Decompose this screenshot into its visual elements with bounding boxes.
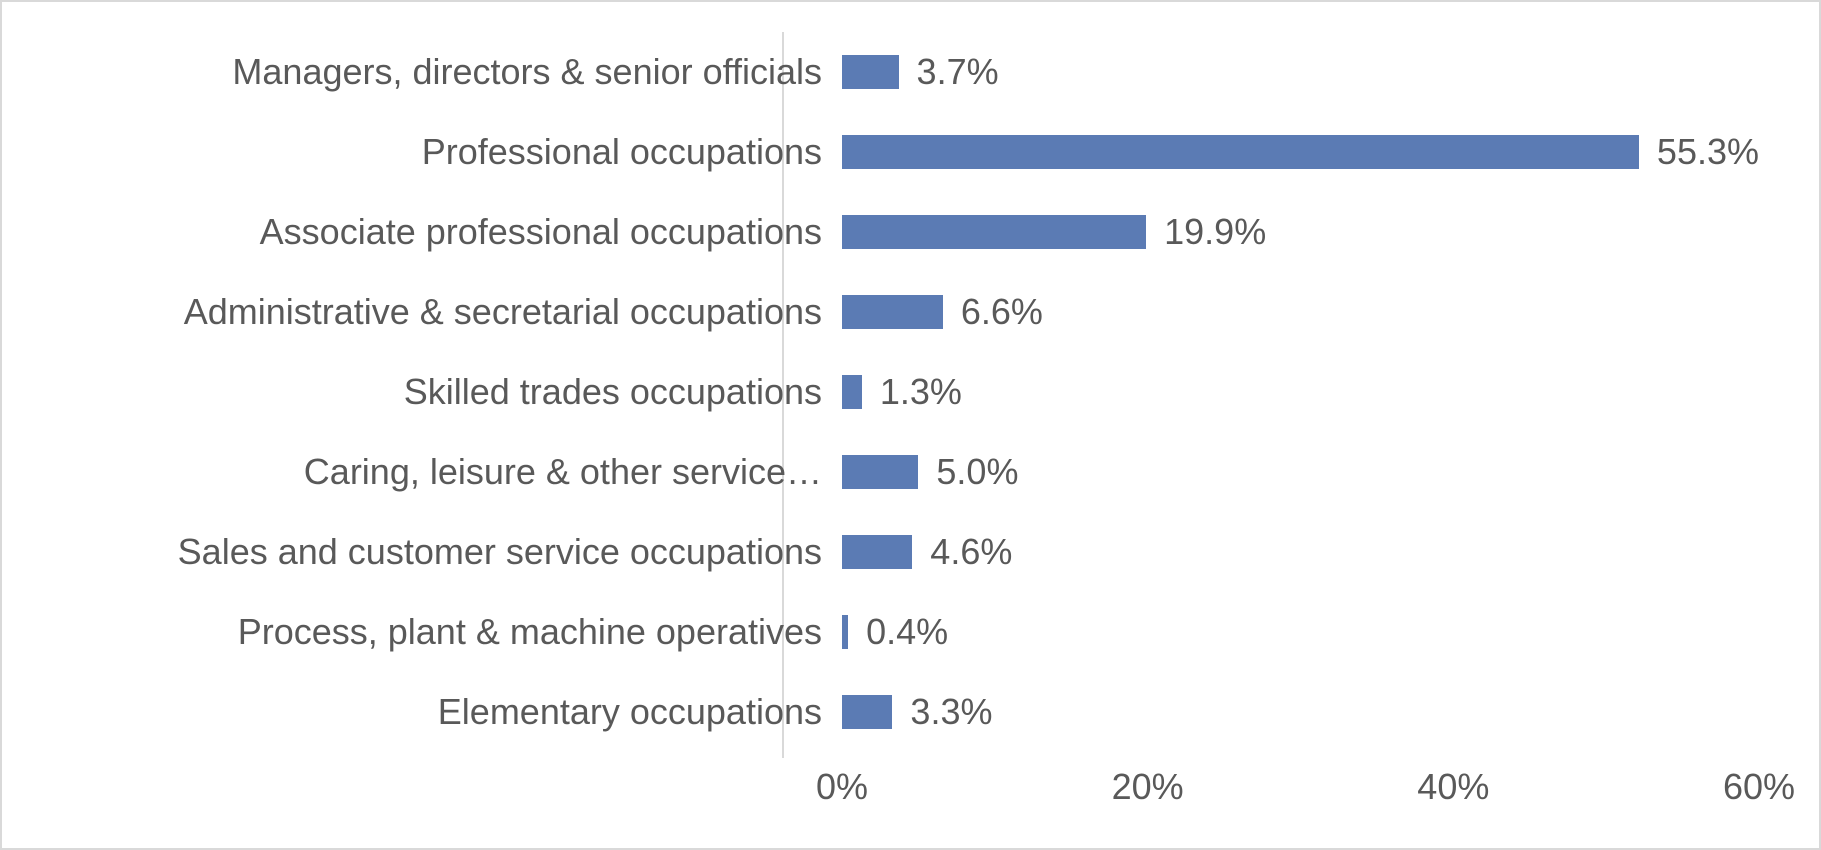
bar-track: 3.7% bbox=[842, 32, 1759, 112]
value-label: 3.7% bbox=[917, 51, 999, 93]
bar bbox=[842, 215, 1146, 249]
category-label: Caring, leisure & other service… bbox=[62, 451, 842, 493]
plot-area: Managers, directors & senior officials 3.… bbox=[62, 32, 1759, 752]
axis-spacer bbox=[62, 752, 842, 822]
bar bbox=[842, 135, 1639, 169]
bar-track: 6.6% bbox=[842, 272, 1759, 352]
bar-track: 19.9% bbox=[842, 192, 1759, 272]
bar-row: Administrative & secretarial occupations… bbox=[62, 272, 1759, 352]
bar-row: Associate professional occupations 19.9% bbox=[62, 192, 1759, 272]
bar-row: Elementary occupations 3.3% bbox=[62, 672, 1759, 752]
chart-frame: Managers, directors & senior officials 3.… bbox=[0, 0, 1821, 850]
category-label: Sales and customer service occupations bbox=[62, 531, 842, 573]
bar bbox=[842, 295, 943, 329]
bar-row: Sales and customer service occupations 4.… bbox=[62, 512, 1759, 592]
bar-track: 55.3% bbox=[842, 112, 1759, 192]
category-label: Administrative & secretarial occupations bbox=[62, 291, 842, 333]
value-label: 4.6% bbox=[930, 531, 1012, 573]
bar-row: Process, plant & machine operatives 0.4% bbox=[62, 592, 1759, 672]
value-label: 0.4% bbox=[866, 611, 948, 653]
bar-track: 1.3% bbox=[842, 352, 1759, 432]
bar-track: 3.3% bbox=[842, 672, 1759, 752]
bar bbox=[842, 455, 918, 489]
category-label: Elementary occupations bbox=[62, 691, 842, 733]
value-label: 1.3% bbox=[880, 371, 962, 413]
category-label: Professional occupations bbox=[62, 131, 842, 173]
bar-track: 0.4% bbox=[842, 592, 1759, 672]
bar-track: 4.6% bbox=[842, 512, 1759, 592]
category-label: Process, plant & machine operatives bbox=[62, 611, 842, 653]
bar bbox=[842, 375, 862, 409]
bar-row: Managers, directors & senior officials 3.… bbox=[62, 32, 1759, 112]
x-axis: 0%20%40%60% bbox=[62, 752, 1759, 822]
bar-row: Skilled trades occupations 1.3% bbox=[62, 352, 1759, 432]
value-label: 5.0% bbox=[936, 451, 1018, 493]
x-tick-label: 20% bbox=[1112, 766, 1184, 808]
value-label: 19.9% bbox=[1164, 211, 1266, 253]
category-label: Skilled trades occupations bbox=[62, 371, 842, 413]
x-tick-label: 0% bbox=[816, 766, 868, 808]
bar bbox=[842, 615, 848, 649]
category-label: Managers, directors & senior officials bbox=[62, 51, 842, 93]
bar bbox=[842, 695, 892, 729]
bar-row: Caring, leisure & other service… 5.0% bbox=[62, 432, 1759, 512]
category-label: Associate professional occupations bbox=[62, 211, 842, 253]
x-axis-area: 0%20%40%60% bbox=[842, 752, 1759, 822]
value-label: 55.3% bbox=[1657, 131, 1759, 173]
bar-track: 5.0% bbox=[842, 432, 1759, 512]
x-tick-label: 40% bbox=[1417, 766, 1489, 808]
value-label: 3.3% bbox=[910, 691, 992, 733]
bar bbox=[842, 535, 912, 569]
bar bbox=[842, 55, 899, 89]
x-tick-label: 60% bbox=[1723, 766, 1795, 808]
bar-row: Professional occupations 55.3% bbox=[62, 112, 1759, 192]
value-label: 6.6% bbox=[961, 291, 1043, 333]
